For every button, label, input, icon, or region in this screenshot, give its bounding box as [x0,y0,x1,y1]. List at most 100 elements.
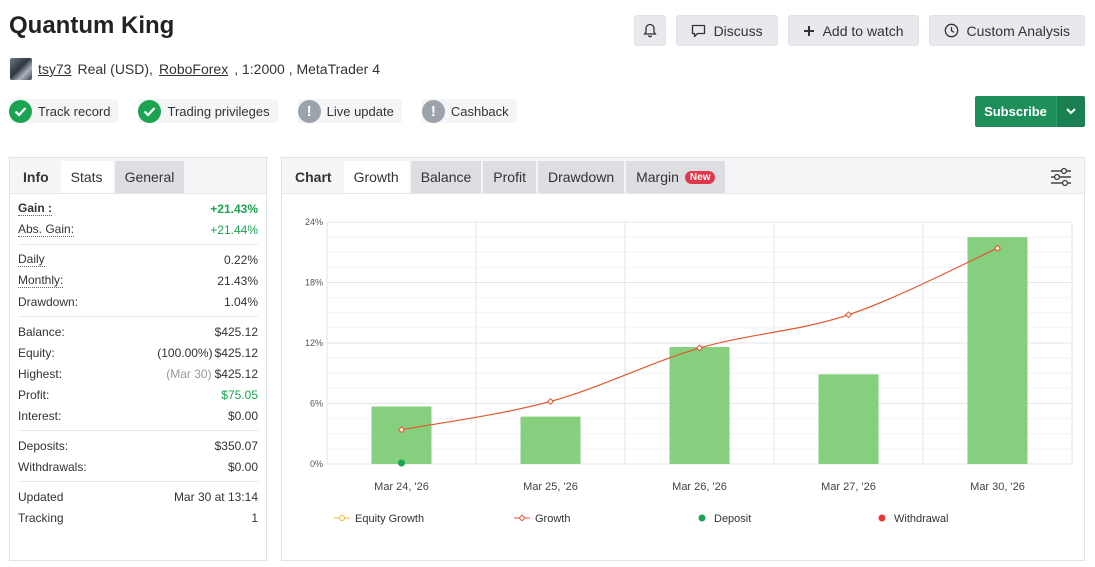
add-to-watch-label: Add to watch [822,22,904,39]
page-title: Quantum King [9,12,175,39]
stat-label[interactable]: Gain : [18,200,53,216]
stat-value: $425.12 [214,324,258,339]
y-tick-label: 0% [310,459,323,469]
chart-settings-button[interactable] [1050,167,1072,190]
tab-drawdown[interactable]: Drawdown [537,161,625,193]
chart-panel: Chart Growth Balance Profit Drawdown Mar… [281,157,1085,561]
stats-panel: Info Stats General Gain : +21.43% Abs. G… [9,157,267,561]
growth-bar [520,416,581,464]
tab-margin[interactable]: Margin New [626,161,726,193]
x-tick-label: Mar 24, '26 [374,481,429,493]
stats-list: Gain : +21.43% Abs. Gain: +21.44% Daily … [10,194,266,532]
badge-live-update[interactable]: ! Live update [297,99,402,123]
custom-analysis-button[interactable]: Custom Analysis [928,15,1085,46]
notifications-button[interactable] [633,15,666,46]
bell-icon [642,23,657,38]
stat-highest: Highest: (Mar 30) $425.12 [18,363,258,384]
subscribe-button[interactable]: Subscribe [975,96,1056,127]
y-tick-label: 24% [305,217,323,227]
stat-value: +21.44% [210,222,258,237]
stat-deposits: Deposits: $350.07 [18,435,258,456]
badge-label: Live update [326,103,394,119]
legend-growth-marker [518,514,526,522]
top-actions: Discuss Add to watch Custom Analysis [633,15,1085,46]
stat-label: Balance: [18,324,65,339]
stat-value: +21.43% [210,201,258,216]
stat-value: 0.22% [223,252,258,267]
legend-label: Growth [535,513,570,525]
stat-note: (Mar 30) [166,366,212,381]
legend-label: Withdrawal [894,513,948,525]
x-tick-label: Mar 27, '26 [821,481,876,493]
badge-label: Cashback [450,103,509,119]
add-to-watch-button[interactable]: Add to watch [787,15,919,46]
stat-label: Tracking [18,510,64,525]
stat-updated: Updated Mar 30 at 13:14 [18,486,258,507]
growth-bar [967,237,1028,464]
avatar[interactable] [10,58,32,80]
stat-label[interactable]: Abs. Gain: [18,221,75,237]
growth-chart: 0% 6% 12% 18% 24% Mar 24, '26 Mar 25, '26 Mar 2… [305,217,1073,525]
stat-label: Profit: [18,387,50,402]
growth-bar [818,374,879,464]
tab-general[interactable]: General [114,161,185,193]
stat-profit: Profit: $75.05 [18,384,258,405]
stat-monthly: Monthly: 21.43% [18,270,258,291]
legend-withdrawal-marker [878,514,886,522]
stat-label[interactable]: Monthly: [18,272,64,288]
badge-label: Trading privileges [167,103,270,119]
stat-daily: Daily 0.22% [18,249,258,270]
new-badge: New [684,170,716,184]
legend-deposit-marker [698,514,706,522]
discuss-button[interactable]: Discuss [675,15,778,46]
exclamation-icon: ! [421,99,445,123]
stat-label: Deposits: [18,438,69,453]
tab-chart[interactable]: Chart [295,169,332,185]
legend-label: Deposit [714,513,751,525]
account-type: Real (USD), [77,61,153,77]
stat-note: (100.00%) [157,345,213,360]
y-tick-label: 18% [305,278,323,288]
subscribe-dropdown-button[interactable] [1056,96,1085,127]
stat-value: 1.04% [223,294,258,309]
discuss-label: Discuss [713,22,763,39]
tab-profit[interactable]: Profit [483,161,536,193]
badge-cashback[interactable]: ! Cashback [421,99,517,123]
stat-drawdown: Drawdown: 1.04% [18,291,258,312]
stat-label: Updated [18,489,64,504]
user-link[interactable]: tsy73 [38,61,72,77]
exclamation-icon: ! [297,99,321,123]
tab-balance[interactable]: Balance [410,161,482,193]
legend-label: Equity Growth [355,513,424,525]
comment-icon [691,24,705,37]
stat-label: Withdrawals: [18,459,87,474]
tab-stats[interactable]: Stats [60,161,113,193]
tab-growth[interactable]: Growth [343,161,409,193]
legend-equity-marker [339,515,345,521]
plus-icon [803,25,814,36]
growth-point [546,397,555,406]
x-tick-label: Mar 30, '26 [970,481,1025,493]
badge-track-record[interactable]: Track record [9,99,119,123]
stat-balance: Balance: $425.12 [18,321,258,342]
broker-link[interactable]: RoboForex [158,61,229,77]
stat-label[interactable]: Daily [18,251,45,267]
tab-info[interactable]: Info [23,169,49,185]
stat-label: Interest: [18,408,62,423]
stat-withdrawals: Withdrawals: $0.00 [18,456,258,477]
chart-tabs: Chart Growth Balance Profit Drawdown Mar… [282,158,1084,194]
chevron-down-icon [1066,108,1076,115]
growth-bar [669,347,730,464]
growth-point [397,426,406,434]
check-icon [9,99,32,123]
tab-margin-label: Margin [636,169,679,185]
stat-equity: Equity: (100.00%) $425.12 [18,342,258,363]
subscribe-control: Subscribe [975,96,1085,127]
stat-value: $0.00 [227,459,258,474]
stat-value: $425.12 [214,366,258,381]
growth-bar [371,406,432,464]
x-tick-label: Mar 26, '26 [672,481,727,493]
growth-point [695,344,704,352]
stat-value: 1 [251,510,258,525]
badge-trading-privileges[interactable]: Trading privileges [138,99,278,123]
